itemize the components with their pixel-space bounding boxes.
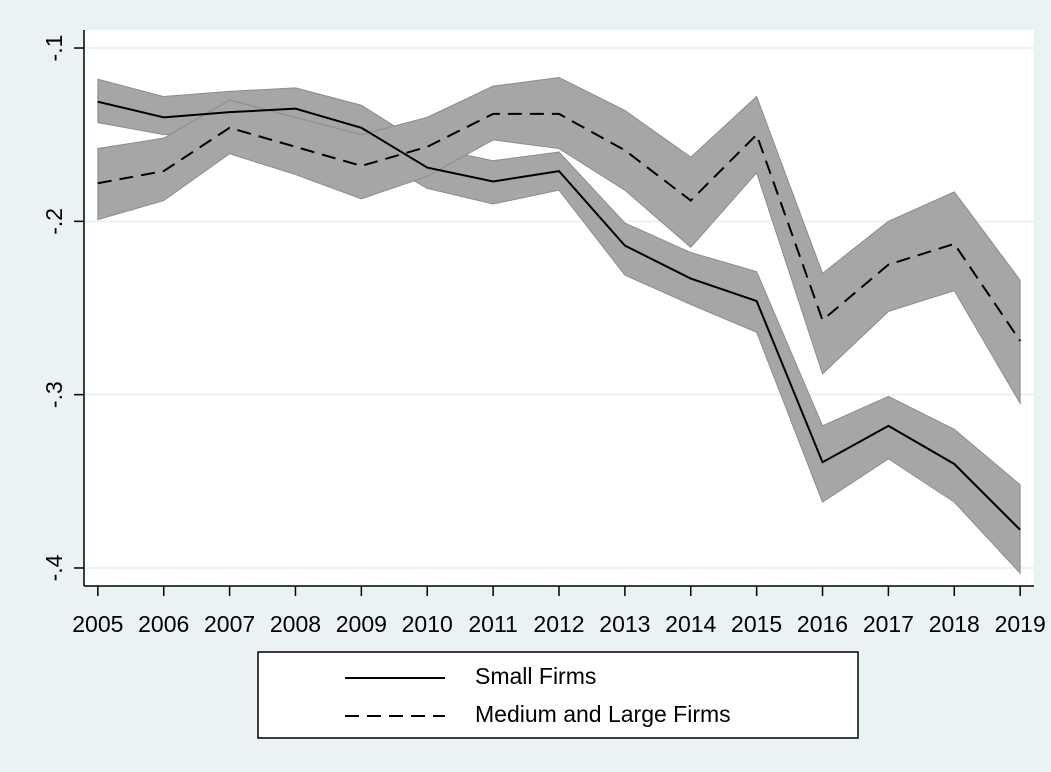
bands: [97, 76, 1021, 575]
axes: -.1 -.2 -.3 -.4 2005 2006 2007 2008 2009 2010 2011…: [41, 30, 1046, 637]
y-tick-label: -.4: [41, 554, 67, 581]
x-tick-label: 2017: [863, 611, 914, 637]
x-tick-label: 2011: [468, 611, 517, 637]
x-tick-label: 2014: [665, 611, 716, 637]
series-line: [97, 100, 1021, 531]
x-tick-label: 2018: [929, 611, 980, 637]
legend-label: Medium and Large Firms: [475, 701, 731, 727]
lines: [97, 100, 1021, 531]
legend-box: [257, 651, 859, 739]
y-tick-label: -.2: [41, 208, 67, 235]
x-tick-label: 2013: [599, 611, 650, 637]
legend: Small Firms Medium and Large Firms: [345, 663, 731, 727]
x-tick-label: 2016: [797, 611, 848, 637]
x-tick-label: 2008: [270, 611, 321, 637]
x-tick-label: 2005: [72, 611, 123, 637]
y-tick-label: -.3: [41, 381, 67, 408]
x-tick-label: 2012: [533, 611, 584, 637]
grid: [84, 47, 1034, 569]
x-tick-label: 2009: [336, 611, 387, 637]
legend-label: Small Firms: [475, 663, 596, 689]
confidence-band: [97, 76, 1021, 406]
x-tick-label: 2010: [402, 611, 453, 637]
x-tick-label: 2006: [138, 611, 189, 637]
x-tick-label: 2015: [731, 611, 782, 637]
y-tick-label: -.1: [41, 35, 67, 62]
series-line: [97, 112, 1021, 342]
x-tick-label: 2019: [995, 611, 1046, 637]
x-tick-label: 2007: [204, 611, 255, 637]
